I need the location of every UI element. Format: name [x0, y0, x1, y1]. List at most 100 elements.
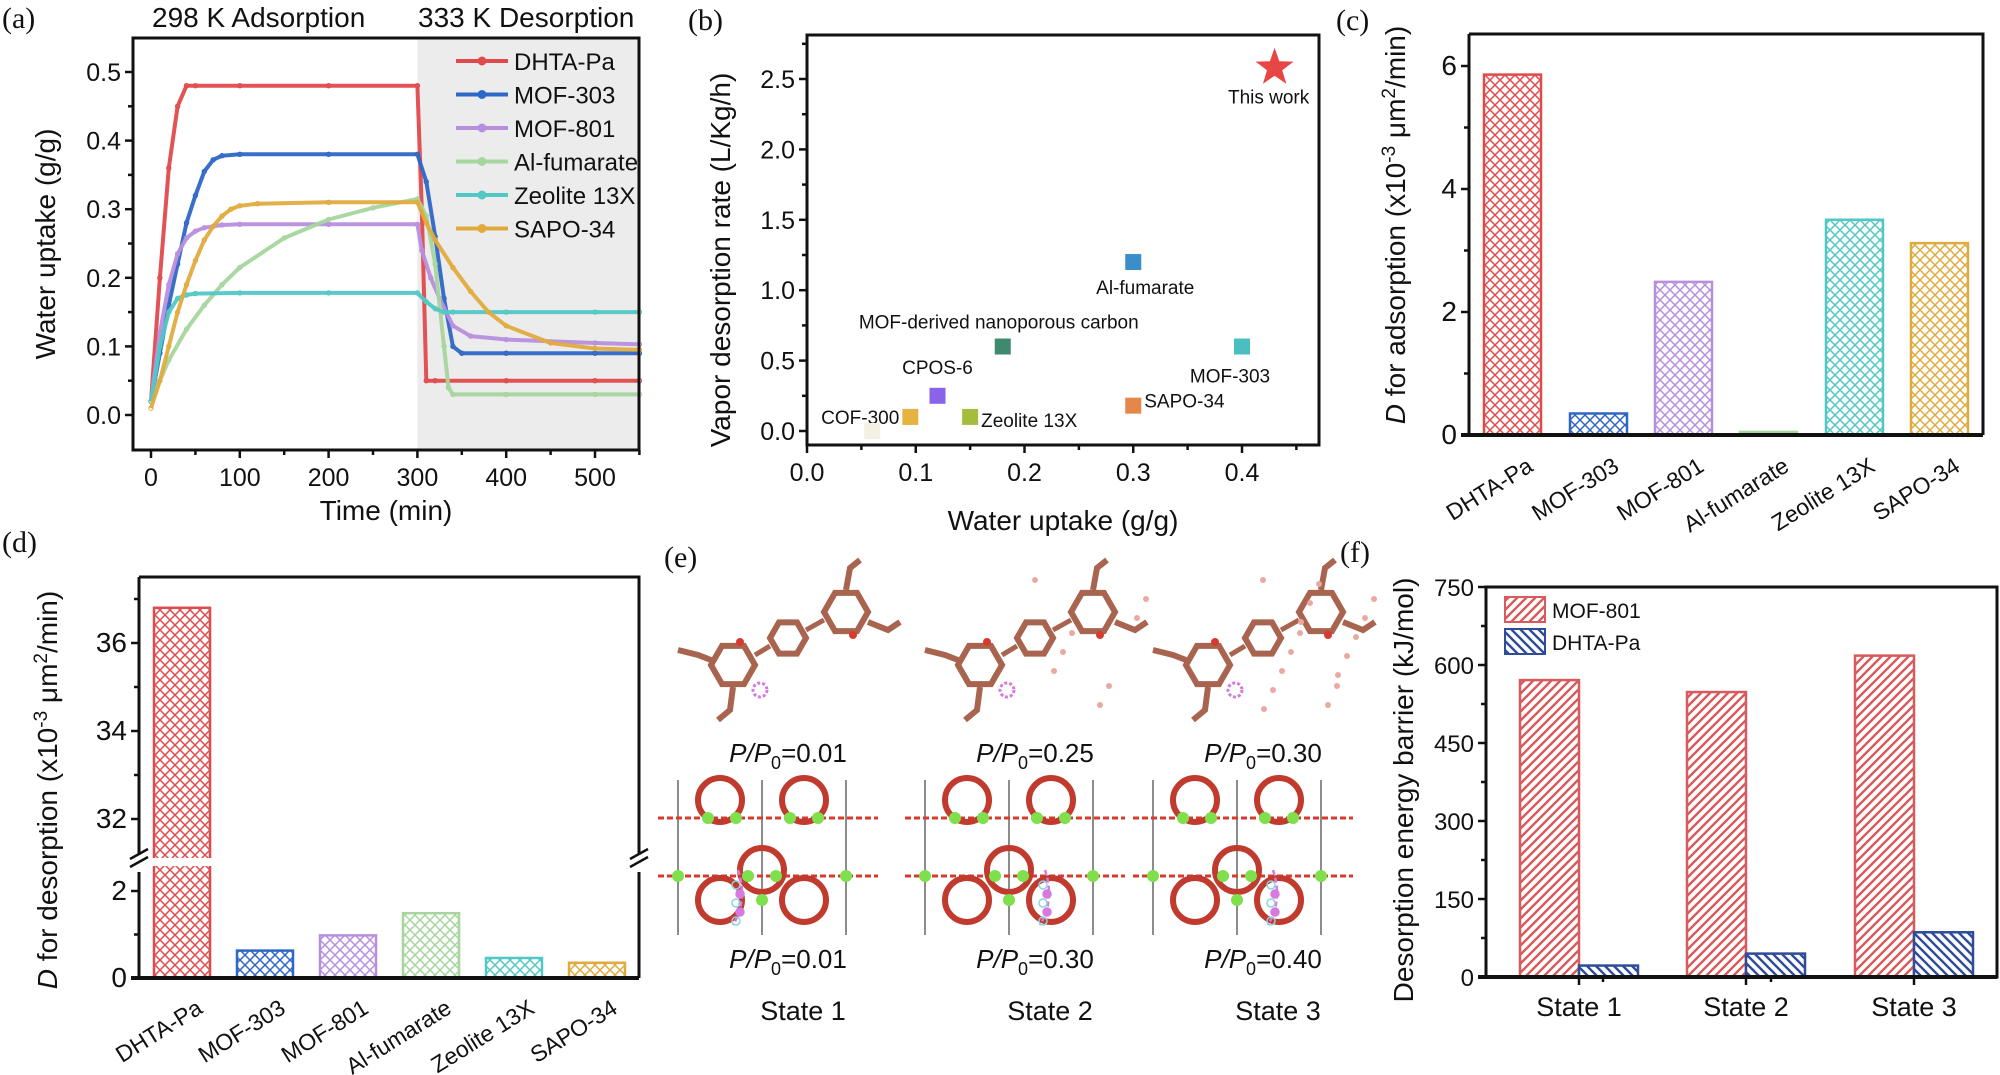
zr-cluster: [1170, 775, 1220, 825]
data-point: [325, 216, 332, 223]
data-point: [219, 213, 225, 219]
data-point: [183, 281, 190, 288]
panel-label-f: (f): [1340, 536, 1370, 569]
state-label: State 2: [1007, 996, 1093, 1026]
y-tick-label: 150: [1434, 887, 1474, 914]
zr-atom: [1003, 894, 1015, 906]
data-point: [467, 333, 474, 339]
water-molecule: [735, 889, 745, 899]
zr-atom: [1245, 870, 1257, 882]
water-molecule: [1266, 916, 1276, 926]
data-point: [183, 326, 190, 332]
data-point: [192, 257, 199, 264]
oxygen-atom: [849, 631, 857, 639]
data-point: [450, 391, 456, 398]
plot-frame: [137, 575, 641, 978]
x-category-label: MOF-303: [193, 994, 289, 1068]
data-point: [423, 220, 429, 226]
scatter-point-square: [1125, 254, 1142, 271]
dhta-pa-molecule-illustration: [677, 557, 902, 723]
data-point: [183, 235, 190, 241]
x-category-label: State 1: [1536, 992, 1622, 1022]
benzene-ring: [707, 642, 759, 688]
zr-cluster: [1170, 875, 1220, 925]
zr-atom: [949, 812, 961, 824]
data-point: [423, 179, 429, 185]
data-point: [166, 343, 172, 350]
data-point: [201, 237, 207, 243]
water-diffusion-path: [1226, 681, 1244, 699]
bond: [1000, 643, 1019, 658]
zr-atom: [1231, 894, 1243, 906]
zr-cluster: [1026, 775, 1076, 825]
data-point: [219, 152, 225, 159]
data-point: [201, 168, 207, 175]
zr-cluster: [695, 775, 745, 825]
y-tick-label: 2: [111, 875, 127, 906]
bar-mof-801: [1685, 690, 1748, 979]
series-line-sapo-34: [149, 200, 640, 409]
data-point: [174, 103, 181, 110]
legend-label: DHTA-Pa: [1552, 632, 1641, 655]
mof-801-lattice-illustration: [658, 775, 878, 935]
water-molecule: [731, 880, 741, 890]
scatter-point-label: CPOS-6: [902, 358, 973, 379]
water-molecule: [1038, 916, 1048, 926]
bond: [866, 619, 902, 634]
water-molecule: [731, 916, 741, 926]
legend-item: MOF-801: [1504, 596, 1641, 623]
y-axis-label: Water uptake (g/g): [30, 129, 61, 360]
water-molecule: [1353, 634, 1359, 640]
panel-a-header-adsorption: 298 K Adsorption: [152, 2, 365, 33]
bond: [1090, 557, 1109, 591]
legend-item: DHTA-Pa: [456, 49, 616, 76]
data-point: [192, 83, 199, 89]
water-diffusion-arrow: [1038, 869, 1051, 926]
dhta-pa-molecule-illustration: [924, 557, 1149, 723]
legend-item: DHTA-Pa: [1504, 628, 1641, 655]
scatter-point-label: This work: [1228, 88, 1310, 109]
x-category-label: SAPO-34: [1868, 452, 1964, 526]
y-tick-label: 1.0: [760, 277, 795, 305]
water-molecule: [1069, 630, 1075, 636]
water-molecule: [1042, 907, 1052, 917]
zr-atom: [989, 870, 1001, 882]
data-point: [228, 206, 234, 212]
data-point: [166, 309, 172, 315]
water-molecule: [1334, 683, 1340, 689]
data-point: [174, 251, 181, 257]
legend-marker: [477, 90, 487, 99]
legend-label: MOF-801: [514, 116, 615, 143]
zr-atom: [756, 894, 768, 906]
water-diffusion-arrow: [1266, 869, 1279, 926]
data-point: [441, 309, 447, 315]
zr-atom: [1177, 812, 1189, 824]
bar-al-fumarate: [401, 911, 461, 980]
state-label: State 3: [1235, 996, 1321, 1026]
panel-label-c: (c): [1336, 4, 1369, 37]
data-point: [432, 237, 438, 243]
dhta-pa-molecule-illustration: [1152, 557, 1377, 723]
pressure-label-bottom: P/P0=0.01: [729, 944, 847, 979]
oxygen-atom: [983, 638, 991, 646]
y-axis-label: Vapor desorption rate (L/Kg/h): [705, 73, 736, 448]
x-tick-label: 0: [144, 464, 158, 492]
data-point: [503, 309, 509, 315]
x-tick-label: 0.4: [1225, 459, 1260, 487]
zr-atom: [784, 812, 796, 824]
data-point: [432, 305, 438, 312]
pressure-label-top: P/P0=0.30: [1204, 738, 1322, 773]
data-point: [325, 151, 332, 158]
water-molecule: [1051, 668, 1057, 674]
water-molecule: [1038, 880, 1048, 890]
y-tick-label: 2: [1441, 296, 1457, 327]
plot-frame: [805, 33, 1321, 447]
x-tick-label: 0.0: [790, 459, 825, 487]
bond: [1152, 647, 1188, 663]
scatter-point-label: SAPO-34: [1144, 392, 1225, 413]
bar-dhta-pa: [1912, 931, 1975, 979]
water-molecule: [1316, 581, 1322, 587]
y-tick-label: 0.3: [86, 196, 121, 224]
data-point: [237, 290, 243, 296]
data-point: [237, 221, 243, 227]
